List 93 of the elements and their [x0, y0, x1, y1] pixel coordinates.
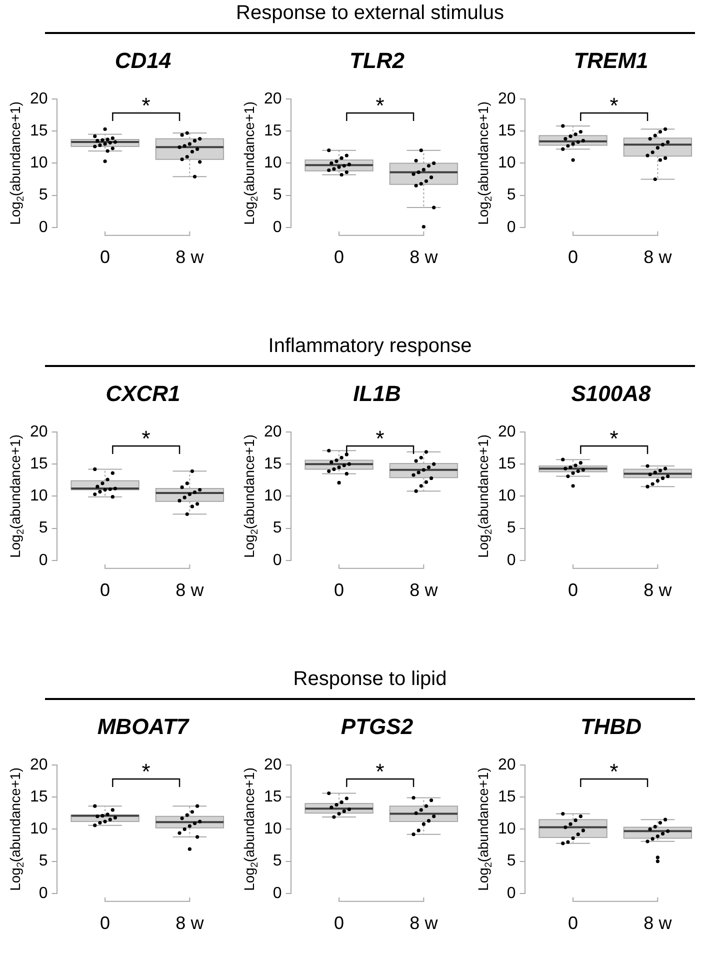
y-tick-label: 10 [30, 154, 48, 172]
x-tick-label: 0 [334, 913, 344, 934]
annotation: * [376, 759, 385, 784]
x-tick-label: 8 w [410, 913, 439, 934]
y-tick-label: 10 [498, 154, 516, 172]
x-tick-label: 0 [100, 247, 110, 268]
chart-title: THBD [579, 713, 643, 741]
x-tick-label: 0 [568, 580, 578, 600]
y-tick-label: 0 [38, 884, 48, 902]
y-tick-label: 0 [38, 552, 48, 569]
y-tick-label: 15 [498, 788, 516, 806]
y-tick-label: 20 [264, 756, 282, 774]
annotation: * [142, 759, 151, 784]
x-tick-label: 8 w [410, 580, 439, 600]
x-tick-label: 8 w [176, 247, 205, 268]
chart-title: TLR2 [348, 47, 406, 75]
y-axis-title: Log2(abundance+1) [240, 102, 261, 225]
chart-title: MBOAT7 [96, 713, 190, 741]
y-tick-label: 0 [506, 218, 516, 236]
y-tick-label: 10 [264, 820, 282, 838]
x-tick-label: 0 [568, 913, 578, 934]
y-tick-label: 15 [498, 456, 516, 473]
y-tick-label: 10 [264, 154, 282, 172]
y-axis-title: Log2(abundance+1) [6, 434, 27, 558]
x-tick-label: 8 w [176, 913, 205, 934]
y-axis-title: Log2(abundance+1) [6, 102, 27, 225]
y-tick-label: 0 [506, 884, 516, 902]
y-tick-label: 15 [30, 122, 48, 140]
x-tick-label: 0 [100, 580, 110, 600]
y-tick-label: 10 [30, 488, 48, 505]
y-tick-label: 15 [264, 788, 282, 806]
y-tick-label: 5 [272, 186, 282, 204]
y-tick-label: 5 [506, 520, 516, 537]
annotation: * [376, 426, 385, 451]
y-axis-title: Log2(abundance+1) [6, 768, 27, 891]
y-tick-label: 20 [30, 423, 48, 440]
y-axis-title: Log2(abundance+1) [474, 102, 495, 225]
y-tick-label: 20 [498, 423, 516, 440]
annotation: * [376, 93, 385, 118]
y-tick-label: 15 [30, 788, 48, 806]
y-axis-title: Log2(abundance+1) [474, 768, 495, 891]
y-tick-label: 10 [264, 488, 282, 505]
y-axis-title: Log2(abundance+1) [474, 434, 495, 558]
y-tick-label: 5 [272, 520, 282, 537]
x-tick-label: 0 [568, 247, 578, 268]
y-tick-label: 20 [30, 756, 48, 774]
y-tick-label: 5 [38, 520, 48, 537]
chart-title: PTGS2 [340, 713, 414, 741]
y-tick-label: 10 [498, 820, 516, 838]
x-tick-label: 0 [100, 913, 110, 934]
y-tick-label: 10 [30, 820, 48, 838]
x-tick-label: 8 w [176, 580, 205, 600]
text: Response to external stimulus [45, 2, 695, 34]
annotation: * [142, 93, 151, 118]
annotation: * [610, 759, 619, 784]
y-tick-label: 0 [272, 552, 282, 569]
x-tick-label: 8 w [644, 580, 673, 600]
y-tick-label: 20 [498, 90, 516, 108]
y-tick-label: 5 [38, 186, 48, 204]
y-tick-label: 15 [30, 456, 48, 473]
chart-title: CXCR1 [104, 380, 182, 408]
y-tick-label: 15 [498, 122, 516, 140]
x-tick-label: 8 w [644, 247, 673, 268]
y-tick-label: 5 [506, 852, 516, 870]
x-tick-label: 8 w [410, 247, 439, 268]
chart-title: S100A8 [570, 380, 652, 408]
y-tick-label: 0 [272, 884, 282, 902]
y-tick-label: 0 [506, 552, 516, 569]
y-tick-label: 0 [272, 218, 282, 236]
text: Inflammatory response [45, 335, 695, 367]
x-tick-label: 0 [334, 247, 344, 268]
annotation: * [610, 93, 619, 118]
y-tick-label: 20 [264, 90, 282, 108]
y-tick-label: 5 [506, 186, 516, 204]
y-tick-label: 15 [264, 456, 282, 473]
x-tick-label: 8 w [644, 913, 673, 934]
y-tick-label: 5 [38, 852, 48, 870]
chart-title: IL1B [352, 380, 402, 408]
y-tick-label: 20 [30, 90, 48, 108]
x-tick-label: 0 [334, 580, 344, 600]
y-tick-label: 5 [272, 852, 282, 870]
text: Response to lipid [45, 668, 695, 700]
y-tick-label: 20 [264, 423, 282, 440]
y-tick-label: 20 [498, 756, 516, 774]
y-tick-label: 15 [264, 122, 282, 140]
annotation: * [610, 426, 619, 451]
chart-title: CD14 [114, 47, 172, 75]
y-tick-label: 0 [38, 218, 48, 236]
y-axis-title: Log2(abundance+1) [240, 768, 261, 891]
annotation: * [142, 426, 151, 451]
y-axis-title: Log2(abundance+1) [240, 434, 261, 558]
chart-title: TREM1 [572, 47, 650, 75]
y-tick-label: 10 [498, 488, 516, 505]
